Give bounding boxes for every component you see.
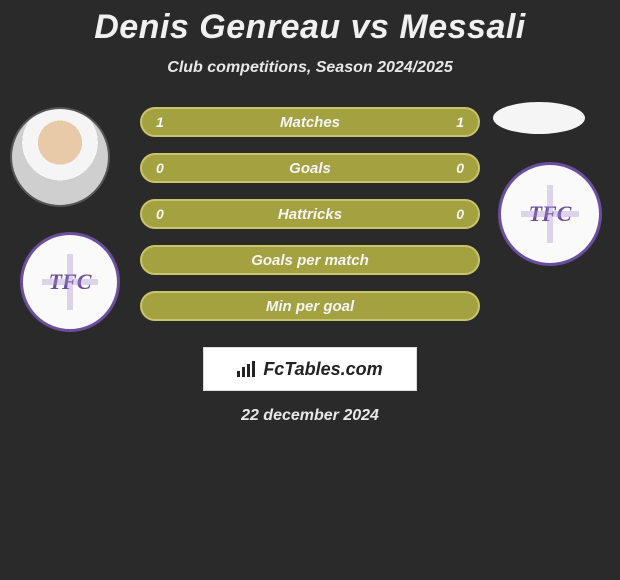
stat-label: Min per goal [266, 298, 354, 315]
stat-bar-matches: 1 Matches 1 [140, 107, 480, 137]
club-cross-icon [42, 254, 98, 310]
stat-bar-min-per-goal: Min per goal [140, 291, 480, 321]
stat-label: Matches [280, 114, 340, 131]
stat-bar-goals-per-match: Goals per match [140, 245, 480, 275]
stat-label: Goals [289, 160, 331, 177]
stat-bars: 1 Matches 1 0 Goals 0 0 Hattricks 0 Goal… [140, 107, 480, 337]
player-left-avatar [10, 107, 110, 207]
player-right-club-badge: TFC [498, 162, 602, 266]
page-title: Denis Genreau vs Messali [0, 0, 620, 47]
stat-left-value: 0 [156, 206, 164, 222]
stat-right-value: 0 [456, 206, 464, 222]
player-left-club-badge: TFC [20, 232, 120, 332]
page-subtitle: Club competitions, Season 2024/2025 [0, 59, 620, 77]
stat-bar-goals: 0 Goals 0 [140, 153, 480, 183]
source-logo-text: FcTables.com [263, 359, 382, 380]
stat-left-value: 1 [156, 114, 164, 130]
stat-left-value: 0 [156, 160, 164, 176]
stat-right-value: 0 [456, 160, 464, 176]
bar-chart-icon [237, 361, 257, 377]
stat-label: Hattricks [278, 206, 342, 223]
comparison-date: 22 december 2024 [241, 407, 379, 425]
club-cross-icon [521, 185, 580, 244]
source-logo: FcTables.com [203, 347, 417, 391]
stat-right-value: 1 [456, 114, 464, 130]
stat-bar-hattricks: 0 Hattricks 0 [140, 199, 480, 229]
player-right-avatar [493, 102, 585, 134]
stat-label: Goals per match [251, 252, 369, 269]
